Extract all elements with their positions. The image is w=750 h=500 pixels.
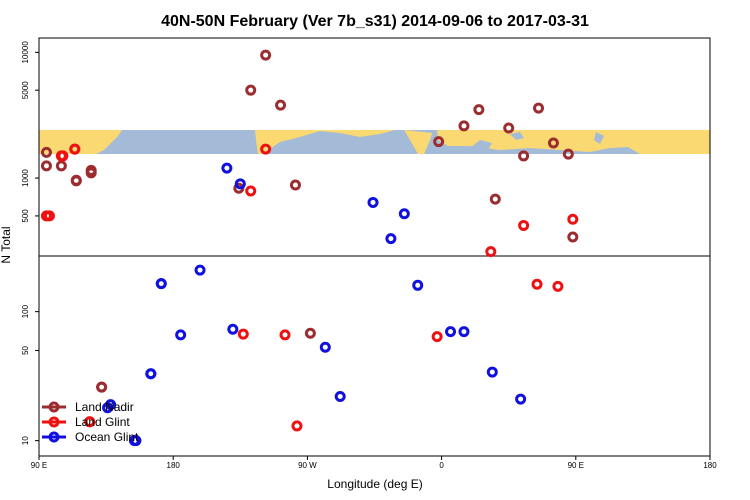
point-ocean-glint (445, 326, 457, 338)
point-ocean-glint (155, 278, 167, 290)
y-tick-label: 500 (21, 209, 30, 223)
legend-label: Land Glint (75, 415, 130, 429)
point-land-nadir (489, 193, 501, 205)
point-land-nadir (304, 327, 316, 339)
point-land-nadir (40, 160, 52, 172)
point-land-nadir (260, 49, 272, 61)
point-land-glint (43, 210, 55, 222)
point-land-nadir (96, 381, 108, 393)
point-land-nadir (533, 102, 545, 114)
chart-title: 40N-50N February (Ver 7b_s31) 2014-09-06… (161, 13, 589, 30)
legend-label: Land Nadir (75, 400, 134, 414)
point-land-nadir (458, 120, 470, 132)
point-land-nadir (70, 174, 82, 186)
point-ocean-glint (486, 366, 498, 378)
point-land-nadir (518, 150, 530, 162)
point-land-glint (531, 278, 543, 290)
ticks: 90 E 180 90 W 0 90 E 180 500 1000 5000 10000 10 50 1… (21, 41, 717, 470)
point-land-glint (291, 420, 303, 432)
point-land-glint (552, 280, 564, 292)
point-ocean-glint (227, 323, 239, 335)
plot-border (38, 37, 711, 457)
point-ocean-glint (334, 390, 346, 402)
point-land-nadir (289, 179, 301, 191)
y-tick-label: 10 (21, 436, 30, 445)
y-axis-label: N Total (0, 226, 13, 263)
point-land-nadir (55, 160, 67, 172)
x-tick-label: 90 W (298, 461, 317, 470)
point-ocean-glint (515, 393, 527, 405)
point-ocean-glint (234, 178, 246, 190)
y-tick-label: 1000 (21, 169, 30, 187)
point-land-nadir (567, 231, 579, 243)
x-tick-label: 180 (703, 461, 717, 470)
point-land-nadir (473, 104, 485, 116)
point-ocean-glint (412, 279, 424, 291)
point-ocean-glint (385, 233, 397, 245)
point-land-glint (485, 246, 497, 258)
data-points (40, 49, 579, 447)
legend-marker (48, 431, 60, 443)
point-land-glint (237, 328, 249, 340)
point-land-glint (69, 143, 81, 155)
point-land-glint (260, 143, 272, 155)
point-land-nadir (245, 84, 257, 96)
world-map-strip (39, 130, 710, 154)
x-tick-label: 90 E (568, 461, 584, 470)
point-ocean-glint (221, 162, 233, 174)
point-land-nadir (433, 136, 445, 148)
x-tick-label: 90 E (31, 461, 47, 470)
point-land-nadir (275, 99, 287, 111)
legend-label: Ocean Glint (75, 430, 139, 444)
point-ocean-glint (175, 329, 187, 341)
legend-marker (48, 401, 60, 413)
map-ocean-features (470, 132, 604, 150)
point-ocean-glint (128, 435, 140, 447)
point-ocean-glint (105, 399, 117, 411)
y-tick-label: 100 (21, 304, 30, 318)
point-land-nadir (562, 148, 574, 160)
point-land-glint (84, 416, 96, 428)
y-tick-label: 5000 (21, 81, 30, 99)
y-tick-label: 10000 (21, 41, 30, 64)
x-tick-label: 0 (439, 461, 444, 470)
point-land-nadir (547, 137, 559, 149)
point-land-glint (245, 185, 257, 197)
point-land-glint (518, 219, 530, 231)
point-ocean-glint (458, 326, 470, 338)
point-ocean-glint (194, 264, 206, 276)
point-land-nadir (85, 167, 97, 179)
point-ocean-glint (367, 196, 379, 208)
plot-frame (38, 37, 711, 457)
point-ocean-glint (145, 368, 157, 380)
point-land-glint (567, 213, 579, 225)
point-land-nadir (503, 122, 515, 134)
point-ocean-glint (319, 341, 331, 353)
x-axis-label: Longitude (deg E) (327, 477, 422, 491)
point-land-glint (57, 150, 69, 162)
point-land-glint (279, 329, 291, 341)
point-land-glint (431, 331, 443, 343)
point-ocean-glint (398, 208, 410, 220)
map-land (39, 130, 710, 154)
point-land-nadir (40, 146, 52, 158)
legend-marker (48, 416, 60, 428)
x-tick-label: 180 (167, 461, 181, 470)
y-tick-label: 50 (21, 345, 30, 354)
